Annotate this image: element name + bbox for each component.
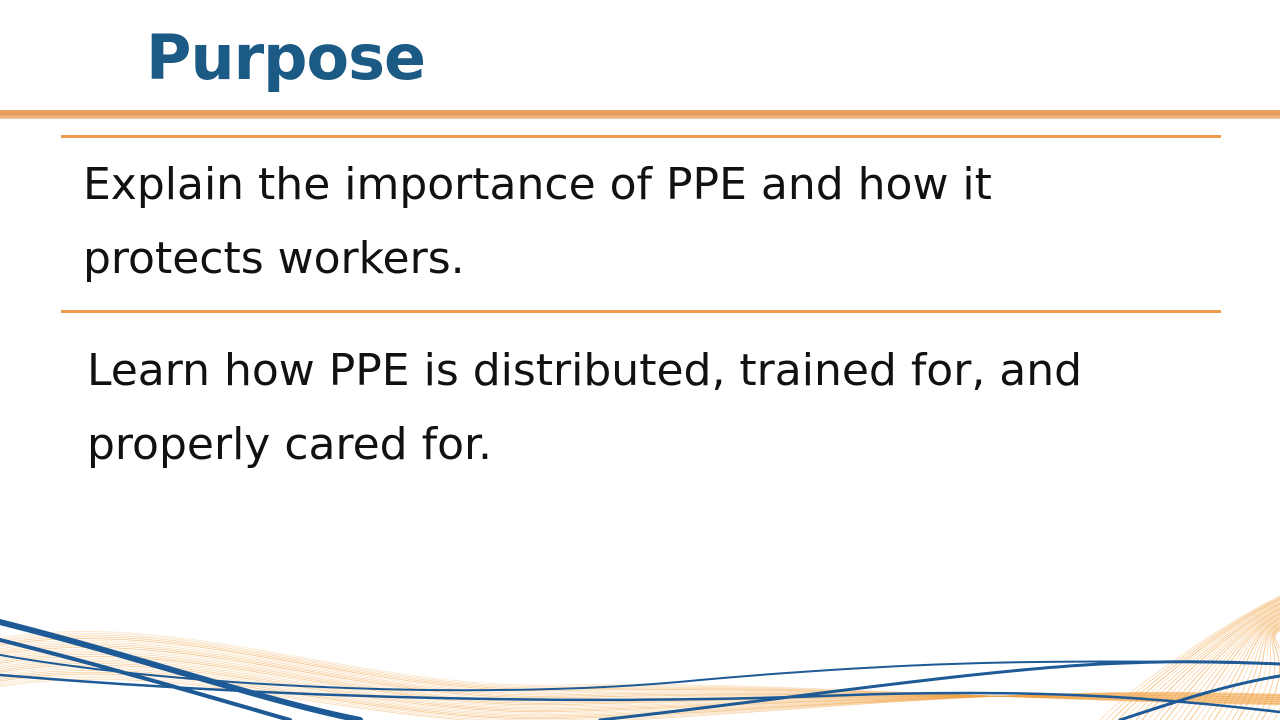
orange-wave-lines [0,630,1280,720]
orange-wave-line [0,662,1280,711]
orange-wave-line [0,630,1280,706]
purpose-point-2: Learn how PPE is distributed, trained fo… [87,345,1083,470]
blue-wave-lines [0,619,1280,720]
orange-wave-line [0,650,1280,702]
orange-wave-line [0,669,1280,717]
orange-wave-line [0,673,1280,720]
orange-wave-line [0,632,1280,705]
orange-wave-line [1141,603,1280,720]
orange-wave-line [0,666,1280,714]
orange-wave-line [1195,614,1280,720]
orange-wave-line [1237,623,1280,720]
orange-wave-line [0,657,1280,707]
orange-wave-line [0,652,1280,703]
orange-wave-line [0,668,1280,716]
orange-wave-line [0,639,1280,704]
orange-wave-line [1147,605,1280,720]
orange-wave-line [0,654,1280,704]
orange-wave-line [0,664,1280,713]
orange-wave-line [1207,617,1280,720]
orange-wave-line [1183,612,1280,720]
title-underline [0,110,1280,119]
purpose-point-1: Explain the importance of PPE and how it… [83,159,992,284]
orange-wave-line [0,678,1280,720]
orange-wave-line [1171,609,1280,720]
orange-wave-line [1261,628,1280,720]
orange-wave-line [1213,618,1280,720]
orange-wave-line [0,671,1280,718]
orange-wave-line [0,641,1280,703]
orange-wave-line [1219,619,1280,720]
orange-wave-line [0,636,1280,705]
orange-wave-line [0,661,1280,710]
orange-wave-line [1273,630,1280,720]
orange-wave-line [0,643,1280,703]
orange-wave-line [1225,620,1280,720]
orange-wave-line [1105,596,1280,720]
orange-wave-line [1243,624,1280,720]
orange-wave-lines-right [1099,595,1280,720]
orange-wave-line [0,645,1280,703]
orange-wave-line [1189,613,1280,720]
orange-wave-line [1255,626,1280,720]
orange-wave-line [1249,625,1280,720]
orange-wave-line [1201,616,1280,720]
orange-wave-line [0,648,1280,702]
orange-wave-line [0,677,1280,720]
orange-wave-line [1159,607,1280,720]
orange-wave-line [1117,599,1280,720]
orange-wave-line [1129,601,1280,720]
orange-wave-line [0,634,1280,705]
orange-wave-line [0,659,1280,709]
orange-wave-line [1153,606,1280,720]
orange-wave-line [1135,602,1280,720]
orange-wave-line [1123,600,1280,720]
slide-title: Purpose [146,21,426,94]
top-divider [61,135,1221,138]
orange-wave-line [0,675,1280,720]
orange-wave-line [0,638,1280,704]
orange-wave-line [0,655,1280,706]
middle-divider [61,310,1221,313]
orange-wave-line [1177,611,1280,720]
orange-wave-line [1267,629,1280,720]
orange-wave-line [1165,608,1280,720]
orange-wave-line [1231,622,1280,720]
orange-wave-line [0,646,1280,702]
orange-wave-line [1099,595,1280,720]
orange-wave-line [1111,597,1280,720]
